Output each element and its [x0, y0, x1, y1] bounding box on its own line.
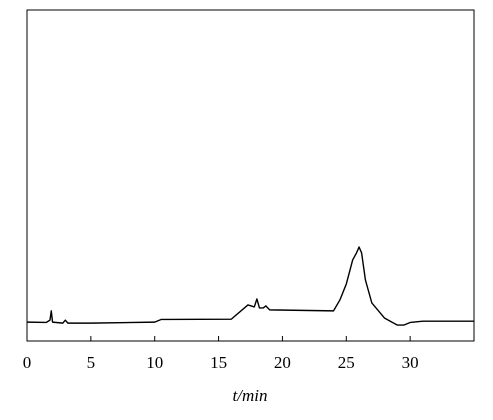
- x-axis-label: t/min: [233, 386, 268, 405]
- plot-frame: [26, 9, 475, 342]
- x-tick-label: 5: [87, 353, 96, 372]
- x-tick-label: 15: [210, 353, 227, 372]
- x-tick-label: 20: [274, 353, 291, 372]
- data-line: [26, 246, 474, 326]
- x-tick-label: 30: [402, 353, 419, 372]
- x-tick-label: 10: [146, 353, 163, 372]
- x-tick-label: 0: [23, 353, 32, 372]
- x-tick-label: 25: [338, 353, 355, 372]
